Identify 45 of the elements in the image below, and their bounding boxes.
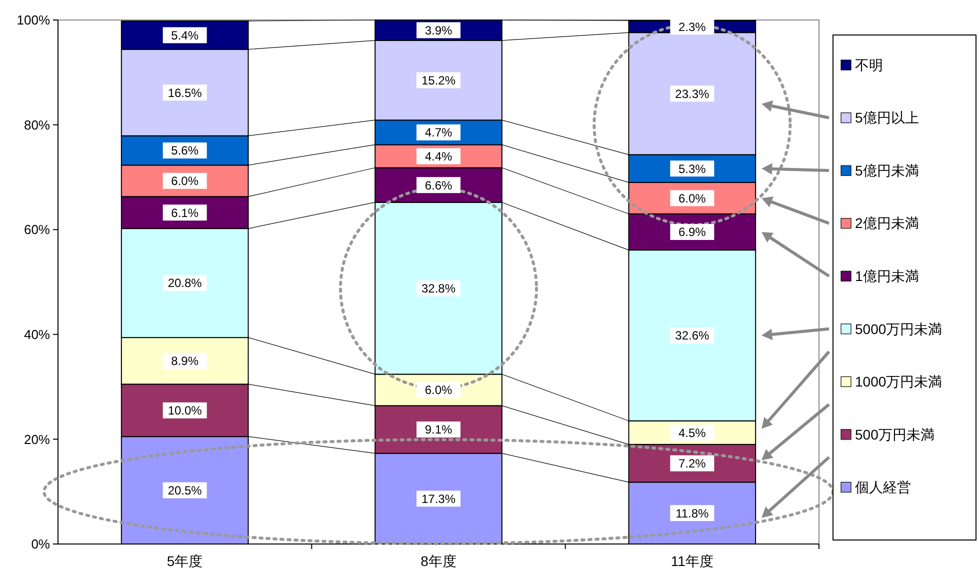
data-label: 32.8% [421, 281, 456, 296]
data-label: 6.6% [424, 178, 452, 192]
y-tick-label: 100% [16, 12, 50, 28]
data-label: 32.6% [675, 328, 710, 343]
data-label: 6.1% [171, 206, 199, 220]
data-label: 6.0% [171, 174, 199, 188]
y-tick-label: 0% [31, 536, 50, 552]
data-label: 6.0% [678, 191, 706, 206]
data-label: 16.5% [168, 86, 202, 100]
data-label: 20.8% [168, 276, 202, 290]
data-label: 4.5% [678, 426, 706, 440]
legend-label: 5000万円未満 [855, 320, 942, 337]
data-label: 5.6% [171, 144, 199, 158]
data-label: 15.2% [421, 73, 456, 88]
data-label: 2.3% [678, 20, 706, 34]
legend-label: 5億円以上 [855, 110, 919, 126]
legend-label: 1億円未満 [855, 268, 919, 284]
data-label: 6.0% [424, 383, 452, 398]
data-label: 11.8% [676, 506, 710, 520]
y-tick-label: 80% [24, 117, 50, 132]
data-label: 7.2% [678, 456, 706, 471]
y-tick-label: 60% [24, 222, 50, 238]
data-label: 4.4% [424, 149, 452, 164]
legend-label: 個人経営 [855, 479, 911, 496]
legend-label: 2億円未満 [855, 215, 919, 232]
legend-label: 5億円未満 [855, 162, 919, 178]
legend-label: 不明 [855, 56, 883, 73]
data-label: 5.4% [171, 28, 199, 42]
data-label: 20.5% [168, 483, 202, 498]
data-label: 23.3% [675, 86, 710, 101]
legend-label: 500万円未満 [855, 426, 934, 442]
y-tick-label: 40% [24, 326, 50, 342]
data-label: 6.9% [678, 225, 706, 240]
x-tick-label: 11年度 [670, 553, 714, 569]
data-label: 17.3% [421, 492, 456, 506]
data-label: 8.9% [171, 354, 199, 368]
data-label: 9.1% [424, 422, 452, 437]
data-label: 5.3% [678, 162, 706, 176]
y-tick-label: 20% [24, 432, 50, 447]
data-label: 10.0% [168, 404, 202, 418]
data-label: 3.9% [424, 23, 452, 38]
data-label: 4.7% [424, 126, 452, 140]
legend-label: 1000万円未満 [855, 374, 942, 390]
x-tick-label: 8年度 [420, 553, 456, 569]
x-tick-label: 5年度 [166, 553, 203, 569]
